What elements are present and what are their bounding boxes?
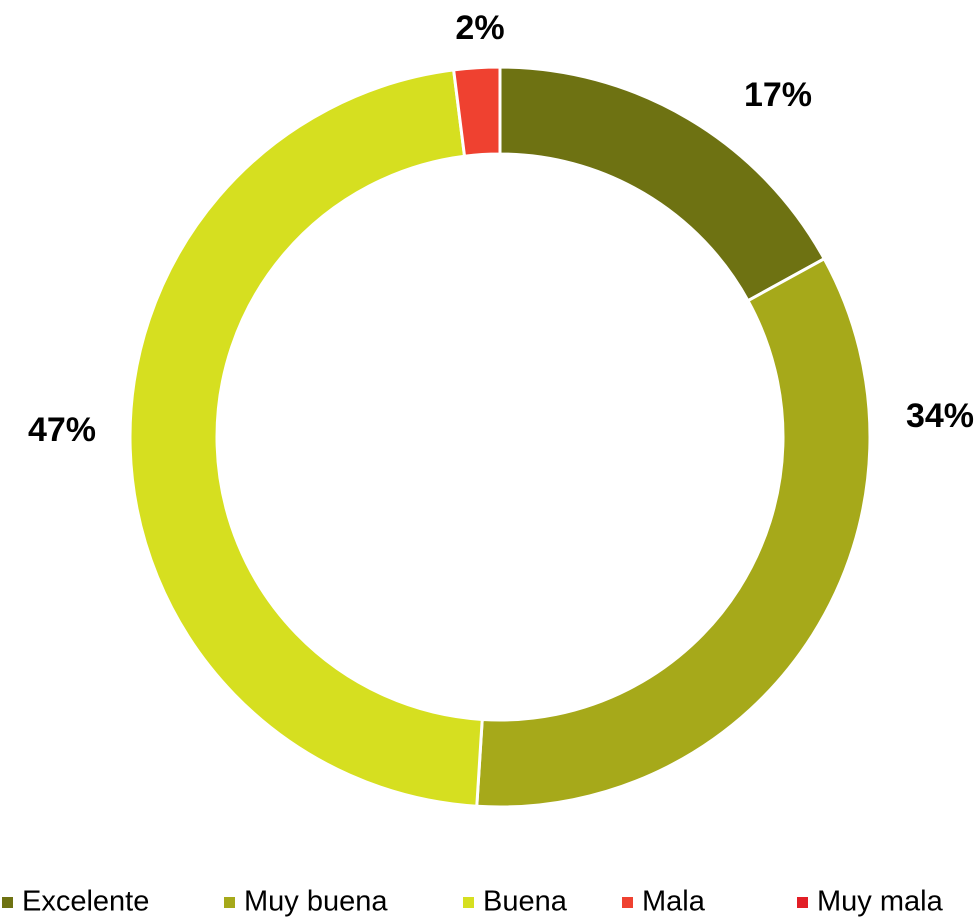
legend-swatch xyxy=(2,897,13,908)
legend-swatch xyxy=(622,897,633,908)
legend-swatch xyxy=(797,897,808,908)
data-label: 17% xyxy=(744,76,812,114)
data-label: 2% xyxy=(455,9,504,47)
legend-label: Excelente xyxy=(22,886,149,918)
legend-label: Muy buena xyxy=(244,886,388,918)
data-label: 34% xyxy=(906,397,974,435)
slice xyxy=(128,68,484,808)
legend-label: Buena xyxy=(483,886,568,918)
legend-swatch xyxy=(224,897,235,908)
legend-label: Mala xyxy=(642,886,706,918)
slice xyxy=(475,256,872,809)
legend-label: Muy mala xyxy=(817,886,944,918)
legend-swatch xyxy=(463,897,474,908)
data-label: 47% xyxy=(28,411,96,449)
